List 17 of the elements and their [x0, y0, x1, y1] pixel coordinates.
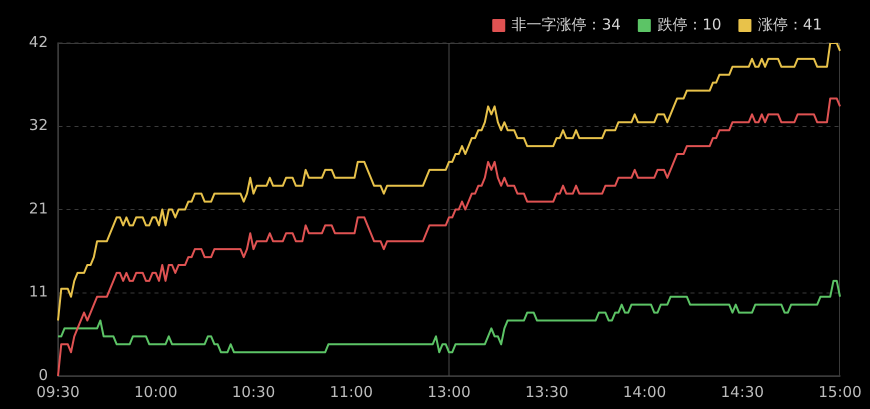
x-tick-label: 15:00 — [818, 382, 862, 401]
legend-label: 跌停：10 — [657, 15, 722, 34]
x-tick-label: 13:00 — [427, 382, 471, 401]
x-tick-label: 10:30 — [232, 382, 276, 401]
x-tick-label: 14:30 — [720, 382, 764, 401]
x-tick-label: 09:30 — [36, 382, 80, 401]
x-tick-label: 14:00 — [622, 382, 666, 401]
y-tick-label: 32 — [28, 116, 48, 134]
y-tick-label: 42 — [28, 32, 48, 51]
x-tick-label: 13:30 — [525, 382, 568, 401]
y-tick-label: 21 — [28, 199, 48, 218]
x-tick-label: 10:00 — [134, 382, 178, 401]
y-tick-label: 11 — [28, 282, 48, 301]
x-tick-label: 11:00 — [330, 382, 373, 401]
legend-label: 涨停：41 — [758, 15, 822, 34]
legend-label: 非一字涨停：34 — [512, 15, 621, 34]
y-tick-label: 0 — [38, 366, 48, 384]
